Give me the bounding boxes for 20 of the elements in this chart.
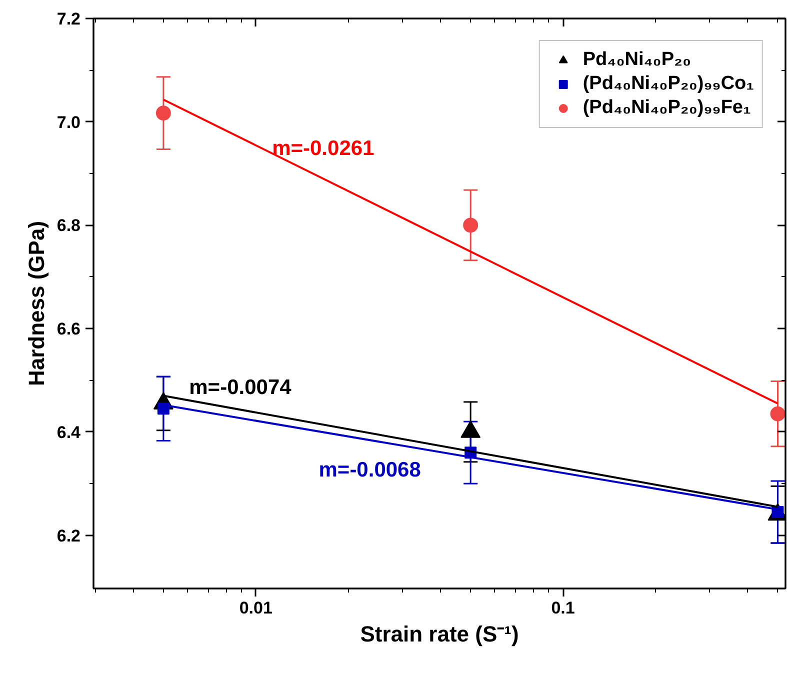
x-tick-label: 0.1 bbox=[551, 598, 575, 618]
x-tick-label: 0.01 bbox=[239, 598, 272, 618]
point bbox=[463, 218, 478, 233]
y-tick-label: 7.2 bbox=[56, 10, 81, 28]
y-tick-label: 6.4 bbox=[56, 422, 82, 442]
annotation: m=-0.0074 bbox=[189, 376, 292, 400]
legend-label: Pd₄₀Ni₄₀P₂₀ bbox=[582, 49, 692, 71]
annotation: m=-0.0068 bbox=[318, 458, 422, 482]
point bbox=[156, 106, 171, 121]
x-axis-title: Strain rate (S⁻¹) bbox=[360, 622, 519, 646]
legend-label: (Pd₄₀Ni₄₀P₂₀)₉₉Fe₁ bbox=[582, 97, 751, 119]
y-axis-title: Hardness (GPa) bbox=[24, 220, 49, 386]
y-tick-label: 6.2 bbox=[56, 526, 81, 546]
legend-label: (Pd₄₀Ni₄₀P₂₀)₉₉Co₁ bbox=[582, 73, 754, 95]
point bbox=[157, 402, 170, 415]
point bbox=[770, 406, 786, 422]
y-tick-label: 7.0 bbox=[56, 112, 81, 132]
y-tick-label: 6.8 bbox=[56, 216, 81, 236]
annotation: m=-0.0261 bbox=[272, 137, 375, 160]
y-tick-label: 6.6 bbox=[56, 320, 81, 339]
